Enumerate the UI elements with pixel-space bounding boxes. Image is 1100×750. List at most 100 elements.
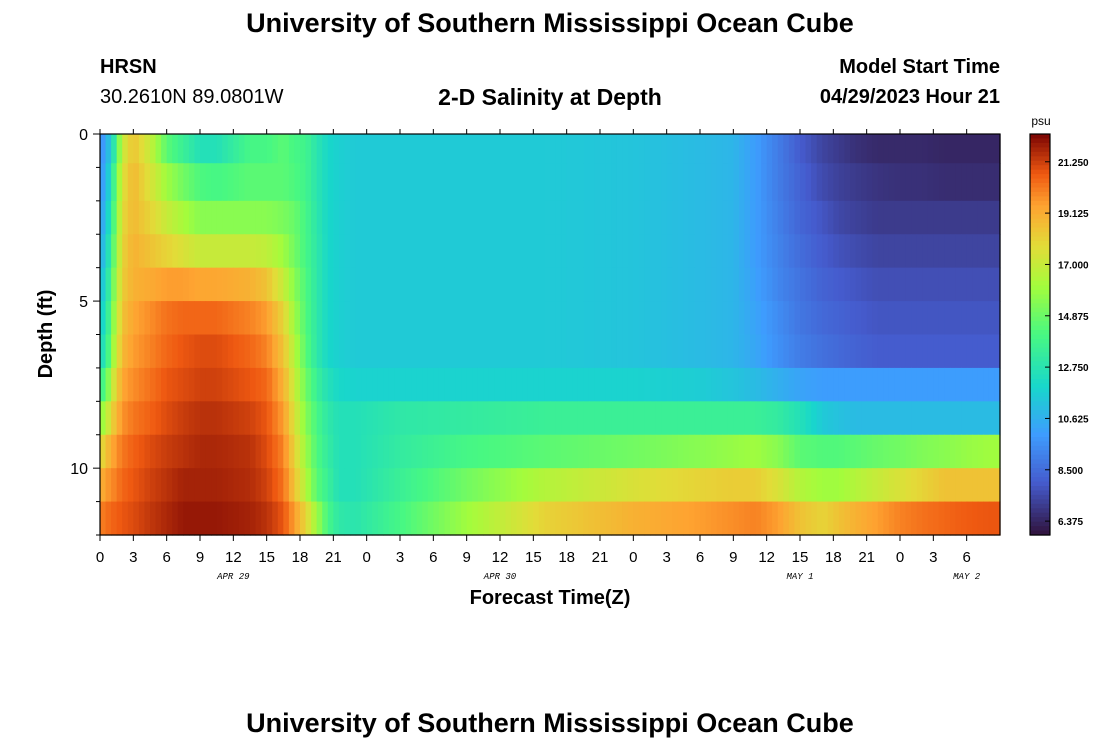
heatmap-cell [388, 267, 396, 302]
heatmap-cell [294, 163, 301, 202]
heatmap-cell [272, 434, 279, 469]
heatmap-cell [622, 134, 629, 164]
heatmap-cell [300, 401, 307, 436]
heatmap-cell [738, 134, 746, 164]
heatmap-cell [838, 501, 846, 536]
colorbar-segment [1030, 321, 1050, 327]
heatmap-cell [727, 134, 734, 164]
heatmap-cell [783, 234, 790, 269]
heatmap-cell [188, 267, 196, 302]
heatmap-cell [211, 367, 218, 402]
heatmap-cell [844, 163, 851, 202]
heatmap-cell [683, 234, 690, 269]
heatmap-cell [827, 334, 834, 369]
heatmap-cell [605, 163, 612, 202]
heatmap-cell [633, 234, 640, 269]
heatmap-cell [383, 334, 390, 369]
heatmap-cell [527, 163, 534, 202]
heatmap-cell [800, 334, 807, 369]
heatmap-cell [183, 134, 190, 164]
heatmap-cell [827, 501, 834, 536]
heatmap-cell [155, 501, 162, 536]
heatmap-cell [288, 468, 296, 503]
heatmap-cell [111, 468, 118, 503]
heatmap-cell [933, 434, 940, 469]
heatmap-cell [527, 334, 534, 369]
heatmap-cell [688, 200, 696, 235]
heatmap-cell [466, 134, 473, 164]
heatmap-cell [955, 267, 962, 302]
x-tick-label: 3 [396, 549, 404, 566]
heatmap-cell [511, 468, 518, 503]
heatmap-cell [788, 334, 796, 369]
heatmap-cell [588, 401, 596, 436]
heatmap-cell [638, 434, 646, 469]
heatmap-cell [305, 468, 312, 503]
heatmap-cell [972, 234, 979, 269]
heatmap-cell [127, 234, 134, 269]
heatmap-cell [677, 200, 684, 235]
heatmap-cell [438, 234, 446, 269]
heatmap-cell [527, 401, 534, 436]
heatmap-cell [383, 468, 390, 503]
heatmap-cell [361, 234, 368, 269]
heatmap-cell [938, 267, 946, 302]
heatmap-cell [183, 200, 190, 235]
heatmap-cell [661, 334, 668, 369]
heatmap-cell [327, 234, 334, 269]
colorbar-segment [1030, 410, 1050, 416]
heatmap-cell [772, 301, 779, 336]
heatmap-cell [827, 367, 834, 402]
heatmap-cell [972, 163, 979, 202]
heatmap-cell [383, 200, 390, 235]
heatmap-cell [855, 134, 862, 164]
heatmap-cell [394, 301, 401, 336]
heatmap-cell [594, 367, 601, 402]
heatmap-cell [588, 134, 596, 164]
heatmap-cell [572, 234, 579, 269]
heatmap-cell [777, 163, 784, 202]
heatmap-cell [627, 267, 634, 302]
heatmap-cell [566, 501, 573, 536]
heatmap-cell [194, 301, 201, 336]
heatmap-cell [644, 134, 651, 164]
heatmap-cell [950, 234, 957, 269]
heatmap-cell [822, 367, 829, 402]
heatmap-cell [411, 301, 418, 336]
heatmap-cell [572, 163, 579, 202]
colorbar-segment [1030, 330, 1050, 336]
heatmap-cell [261, 234, 268, 269]
heatmap-cell [116, 401, 123, 436]
heatmap-cell [844, 367, 851, 402]
heatmap-cell [883, 501, 890, 536]
heatmap-cell [555, 334, 562, 369]
heatmap-cell [505, 468, 512, 503]
heatmap-cell [533, 501, 540, 536]
heatmap-cell [405, 367, 412, 402]
x-tick-label: 9 [196, 549, 204, 566]
heatmap-cell [627, 501, 634, 536]
heatmap-cell [672, 267, 679, 302]
heatmap-cell [594, 468, 601, 503]
heatmap-cell [366, 267, 373, 302]
heatmap-cell [616, 134, 623, 164]
heatmap-cell [727, 163, 734, 202]
heatmap-cell [433, 163, 440, 202]
heatmap-cell [677, 468, 684, 503]
heatmap-cell [544, 301, 551, 336]
heatmap-cell [461, 367, 468, 402]
heatmap-cell [644, 301, 651, 336]
heatmap-cell [822, 163, 829, 202]
heatmap-cell [233, 401, 240, 436]
heatmap-cell [994, 334, 1001, 369]
heatmap-cell [638, 334, 646, 369]
colorbar-segment [1030, 196, 1050, 202]
heatmap-cell [144, 234, 151, 269]
heatmap-cell [922, 367, 929, 402]
heatmap-cell [394, 163, 401, 202]
heatmap-cell [127, 367, 134, 402]
heatmap-cell [122, 234, 129, 269]
heatmap-cell [450, 200, 457, 235]
heatmap-cell [755, 301, 762, 336]
heatmap-cell [305, 301, 312, 336]
